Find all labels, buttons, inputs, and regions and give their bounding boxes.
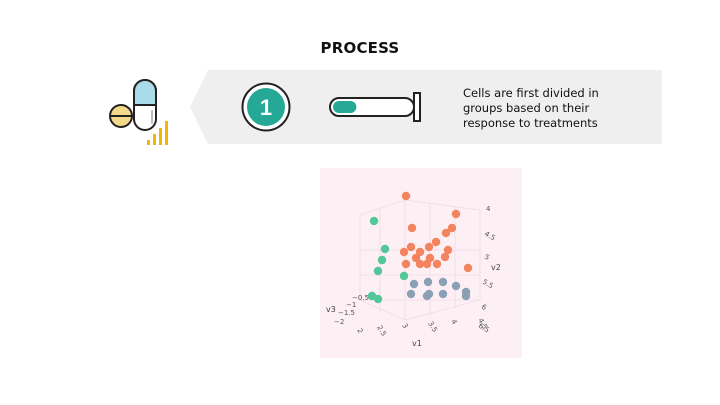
step-number: 1	[260, 95, 272, 120]
x-tick-label: 3	[400, 322, 409, 330]
y-tick-label: 4	[486, 205, 491, 213]
scatter-point	[463, 263, 473, 273]
scatter-point	[441, 228, 451, 238]
scatter-point	[377, 255, 387, 265]
scatter-point	[438, 277, 448, 287]
y-axis-title: v2	[491, 263, 501, 272]
scatter-point	[399, 247, 409, 257]
test-tube-icon	[329, 92, 423, 122]
scatter-point	[406, 242, 416, 252]
scatter-points	[367, 191, 473, 304]
tube-fill	[333, 101, 357, 113]
x-axis-title: v1	[412, 339, 422, 348]
step-number-badge: 1	[241, 82, 291, 132]
tablet-icon	[109, 104, 133, 128]
scatter-point	[443, 245, 453, 255]
z-tick-label: −2	[334, 318, 344, 326]
scatter-point	[407, 223, 417, 233]
scatter-point	[422, 291, 432, 301]
scatter-point	[440, 252, 450, 262]
scatter-point	[424, 242, 434, 252]
scatter-point	[369, 216, 379, 226]
step-description-line: Cells are first divided in	[463, 86, 599, 100]
step-description-line: response to treatments	[463, 116, 598, 130]
scatter-point	[409, 279, 419, 289]
scatter-point	[447, 223, 457, 233]
scatter-point	[423, 277, 433, 287]
scatter-point	[399, 271, 409, 281]
scatter-point	[373, 266, 383, 276]
scatter-point	[415, 259, 425, 269]
step-description-line: groups based on their	[463, 101, 590, 115]
y-tick-label: 6	[480, 303, 488, 312]
scatter-point	[401, 191, 411, 201]
pills-icon	[102, 78, 182, 150]
z-tick-label: −0.5	[352, 294, 369, 302]
y-tick-label: 5	[483, 253, 491, 262]
scatter-point	[432, 259, 442, 269]
z-tick-label: −1.5	[338, 309, 355, 317]
process-step-banner	[190, 70, 662, 144]
scatter-point	[461, 291, 471, 301]
x-tick-label: 4	[449, 318, 458, 326]
scatter-point	[451, 209, 461, 219]
scatter-point	[415, 247, 425, 257]
scatter-point	[438, 289, 448, 299]
scatter-point	[422, 259, 432, 269]
page-title: PROCESS	[320, 39, 400, 57]
signal-bars-icon	[147, 121, 168, 145]
capsule-icon	[133, 79, 157, 131]
scatter-point	[401, 259, 411, 269]
x-tick-label: 2	[355, 327, 364, 335]
z-tick-label: −1	[346, 301, 356, 309]
scatter-point	[451, 281, 461, 291]
scatter-point	[406, 289, 416, 299]
scatter-point	[411, 253, 421, 263]
z-axis-title: v3	[326, 305, 336, 314]
scatter-point	[380, 244, 390, 254]
scatter-point	[373, 294, 383, 304]
step-description: Cells are first divided in groups based …	[463, 86, 653, 131]
scatter-point	[431, 237, 441, 247]
scatter-3d-chart: 2 2.5 3 3.5 4 4.5 4 4.5 5 5.5 6 6.5 −0.5…	[320, 168, 522, 358]
